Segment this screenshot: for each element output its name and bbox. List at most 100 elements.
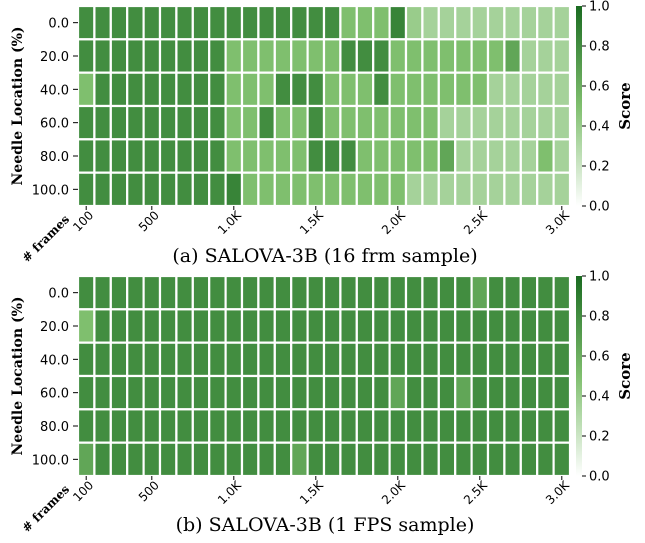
- heatmap-cell: [290, 4, 309, 41]
- heatmap-cell: [126, 441, 145, 478]
- heatmap-cell: [437, 138, 457, 174]
- y-tick-label: 80.0: [40, 150, 69, 165]
- y-tick-label: 20.0: [40, 320, 69, 335]
- heatmap-cell: [486, 341, 506, 378]
- heatmap-cell: [339, 138, 358, 174]
- heatmap-cell: [519, 71, 539, 108]
- heatmap-cell: [421, 408, 440, 444]
- heatmap-cell: [421, 71, 440, 108]
- heatmap-cell: [93, 138, 112, 174]
- heatmap-cell: [437, 71, 457, 108]
- heatmap-cell: [224, 171, 244, 208]
- heatmap-cell: [224, 4, 244, 41]
- x-tick-label: 1.5K: [297, 477, 327, 507]
- heatmap-cell: [93, 104, 112, 141]
- heatmap-cell: [93, 308, 112, 344]
- heatmap-cell: [257, 4, 276, 41]
- heatmap-cell: [273, 374, 293, 411]
- heatmap-cell: [224, 374, 244, 411]
- heatmap-cell: [273, 4, 293, 41]
- colorbar-tick-label: 0.0: [589, 470, 610, 485]
- y-tick-label: 80.0: [40, 420, 69, 435]
- heatmap-cell: [240, 4, 260, 41]
- x-axis-title: # frames: [19, 482, 72, 535]
- heatmap-cell: [191, 4, 211, 41]
- colorbar-tick-label: 0.6: [589, 80, 610, 95]
- heatmap-cell: [158, 308, 178, 344]
- heatmap-cell: [240, 171, 260, 208]
- heatmap-cell: [257, 441, 276, 478]
- heatmap-cell: [109, 274, 129, 311]
- colorbar: [576, 6, 582, 206]
- heatmap-cell: [257, 138, 276, 174]
- heatmap-cell: [486, 408, 506, 444]
- x-tick-label: 3.0K: [543, 477, 573, 507]
- y-tick-label: 0.0: [48, 287, 69, 302]
- heatmap-cell: [191, 441, 211, 478]
- heatmap-cell: [322, 341, 342, 378]
- heatmap-cell: [421, 171, 440, 208]
- heatmap-cell: [142, 38, 162, 74]
- heatmap-cell: [224, 104, 244, 141]
- heatmap-cell: [224, 441, 244, 478]
- heatmap-cell: [158, 408, 178, 444]
- heatmap-cell: [306, 38, 326, 74]
- heatmap-cell: [404, 374, 424, 411]
- heatmap-cell: [519, 38, 539, 74]
- heatmap-cell: [175, 274, 194, 311]
- heatmap-cell: [372, 171, 391, 208]
- heatmap-cell: [404, 4, 424, 41]
- heatmap-cell: [470, 308, 490, 344]
- heatmap-cell: [503, 308, 522, 344]
- heatmap-cell: [421, 104, 440, 141]
- heatmap-cell: [109, 171, 129, 208]
- heatmap-cell: [519, 104, 539, 141]
- heatmap-cell: [372, 71, 391, 108]
- heatmap-cell: [240, 38, 260, 74]
- heatmap-cell: [224, 308, 244, 344]
- heatmap-cell: [191, 38, 211, 74]
- heatmap-cell: [240, 274, 260, 311]
- colorbar-tick-label: 0.0: [589, 200, 610, 215]
- heatmap-cell: [126, 38, 145, 74]
- heatmap-cell: [421, 138, 440, 174]
- heatmap-cell: [519, 408, 539, 444]
- heatmap-cell: [191, 104, 211, 141]
- heatmap-cell: [404, 171, 424, 208]
- heatmap-cell: [158, 138, 178, 174]
- heatmap-cell: [93, 38, 112, 74]
- heatmap-cell: [339, 341, 358, 378]
- heatmap-cell: [126, 274, 145, 311]
- heatmap-cell: [273, 38, 293, 74]
- heatmap-cell: [93, 71, 112, 108]
- heatmap-cell: [191, 274, 211, 311]
- heatmap-cell: [191, 308, 211, 344]
- heatmap-cell: [208, 4, 227, 41]
- heatmap-cell: [339, 71, 358, 108]
- heatmap-cell: [306, 138, 326, 174]
- heatmap-cell: [552, 171, 572, 208]
- x-tick-label: 1.0K: [215, 477, 245, 507]
- heatmap-cell: [290, 308, 309, 344]
- heatmap-cell: [437, 38, 457, 74]
- heatmap-cell: [339, 274, 358, 311]
- heatmap-cell: [273, 408, 293, 444]
- heatmap-cell: [76, 274, 96, 311]
- heatmap-cell: [158, 171, 178, 208]
- heatmap-cell: [503, 171, 522, 208]
- heatmap-cell: [404, 308, 424, 344]
- figure-caption: (a) SALOVA-3B (16 frm sample): [172, 245, 477, 267]
- heatmap-cell: [470, 4, 490, 41]
- heatmap-cell: [454, 38, 473, 74]
- heatmap-cell: [191, 408, 211, 444]
- heatmap-cell: [536, 274, 555, 311]
- y-axis-label: Needle Location (%): [10, 26, 26, 185]
- heatmap-cell: [126, 341, 145, 378]
- heatmap-cell: [536, 341, 555, 378]
- heatmap-cell: [208, 308, 227, 344]
- heatmap-cell: [486, 171, 506, 208]
- heatmap-cell: [454, 138, 473, 174]
- figure-caption: (b) SALOVA-3B (1 FPS sample): [176, 514, 475, 536]
- heatmap-cell: [175, 71, 194, 108]
- heatmap-cell: [290, 441, 309, 478]
